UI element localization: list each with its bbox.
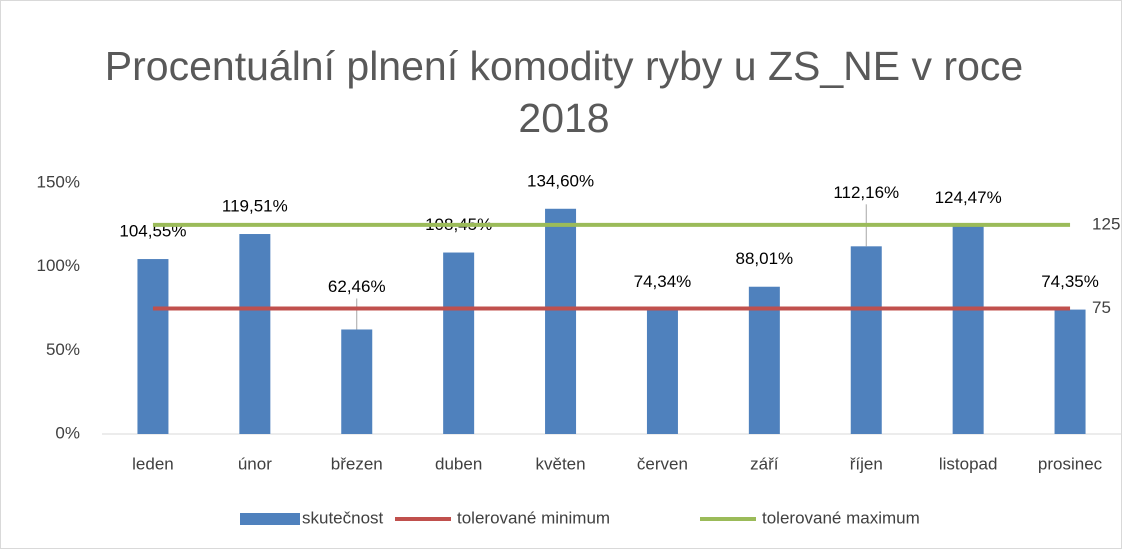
x-tick-label: červen — [637, 454, 688, 473]
x-tick-label: listopad — [939, 454, 998, 473]
bar — [748, 286, 780, 434]
bar — [239, 234, 271, 434]
y-tick-label: 50% — [46, 340, 80, 359]
bar — [850, 246, 882, 434]
chart-title: Procentuální plnení komodity ryby u ZS_N… — [104, 43, 1024, 141]
bar — [137, 259, 169, 434]
data-label: 74,34% — [634, 272, 692, 291]
x-tick-label: duben — [435, 454, 482, 473]
y-tick-label: 150% — [37, 172, 80, 191]
x-tick-label: říjen — [850, 454, 883, 473]
x-tick-label: květen — [536, 454, 586, 473]
legend-label: skutečnost — [302, 508, 384, 527]
y-tick-label: 0% — [55, 423, 80, 442]
y-tick-label: 100% — [37, 256, 80, 275]
data-label: 88,01% — [736, 249, 794, 268]
bar — [341, 329, 373, 434]
data-label: 124,47% — [935, 188, 1002, 207]
x-tick-label: únor — [238, 454, 272, 473]
line-end-label: 75 — [1092, 298, 1111, 317]
legend-label: tolerované maximum — [762, 508, 920, 527]
legend-swatch — [240, 513, 300, 525]
bar — [952, 225, 984, 434]
x-tick-label: září — [750, 454, 779, 473]
legend-label: tolerované minimum — [457, 508, 610, 527]
data-label: 119,51% — [222, 197, 288, 216]
data-label: 134,60% — [527, 171, 594, 190]
bar — [1054, 309, 1086, 434]
x-tick-label: prosinec — [1038, 454, 1103, 473]
data-label: 112,16% — [833, 183, 899, 202]
line-end-label: 125 — [1092, 214, 1120, 233]
bar — [646, 309, 678, 434]
data-label: 74,35% — [1041, 272, 1099, 291]
data-label: 62,46% — [328, 277, 386, 296]
x-tick-label: březen — [331, 454, 383, 473]
bar — [545, 208, 577, 434]
x-tick-label: leden — [132, 454, 174, 473]
bar — [443, 252, 475, 434]
